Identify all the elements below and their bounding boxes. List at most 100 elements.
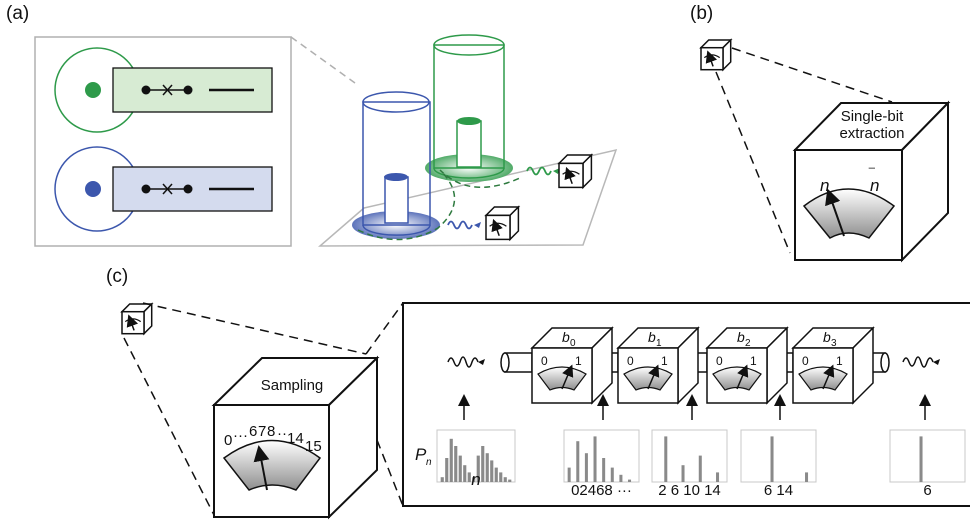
zoom-line-bottom-c bbox=[123, 337, 215, 516]
dial-tick-0: 0 bbox=[224, 432, 232, 449]
sampling-dial-needle bbox=[253, 445, 270, 491]
bit-tick0-1: 0 bbox=[627, 354, 634, 368]
bit-label-2: b bbox=[737, 329, 745, 345]
bit-label-sub-0: 0 bbox=[570, 338, 576, 349]
bit-module-1: b 1 0 1 bbox=[616, 326, 700, 405]
green-junction-symbol bbox=[141, 84, 254, 96]
histogram-0-bar-0 bbox=[440, 477, 444, 482]
meter-title-line1: Single-bit bbox=[841, 108, 904, 125]
bit-label-0: b bbox=[562, 329, 570, 345]
green-readout-signal bbox=[526, 166, 552, 176]
zoom-line-top bbox=[731, 47, 893, 103]
bit-module-2: b 2 0 1 bbox=[705, 326, 789, 405]
histogram-0: n bbox=[436, 429, 516, 489]
bit-tick1-2: 1 bbox=[750, 354, 757, 368]
symbol-n-bar: n bbox=[870, 176, 879, 195]
dial-needle bbox=[825, 188, 845, 237]
histogram-3: 6 14 bbox=[740, 429, 817, 499]
histogram-1-bar-0 bbox=[567, 467, 571, 482]
sampling-title: Sampling bbox=[261, 377, 324, 394]
histogram-1-xlabel: 02468 ··· bbox=[571, 482, 632, 499]
histogram-4-xlabel: 6 bbox=[923, 482, 931, 499]
panel-c-small-meter-icon bbox=[120, 302, 154, 336]
histogram-1-bar-6 bbox=[593, 436, 597, 482]
bit-label-sub-3: 3 bbox=[831, 338, 837, 349]
histogram-0-bar-4 bbox=[458, 455, 462, 482]
histogram-2-bar-10 bbox=[698, 455, 702, 482]
blue-qubit-dot bbox=[85, 181, 101, 197]
photon-number-histograms: n 02468 ··· 2 6 10 14 6 14 6 bbox=[436, 429, 966, 499]
histogram-2-xlabel: 2 6 10 14 bbox=[658, 482, 721, 499]
bit-label-sub-2: 2 bbox=[745, 338, 751, 349]
histogram-2-bar-14 bbox=[716, 472, 720, 482]
bit-extraction-modules: b 00 1b 10 1b 20 1b 30 1 bbox=[530, 326, 875, 405]
bit-dial-face-0 bbox=[537, 366, 587, 391]
histogram-0-bar-10 bbox=[485, 453, 489, 482]
bit-tick1-1: 1 bbox=[661, 354, 668, 368]
bit-dial-face-1 bbox=[623, 366, 673, 391]
bit-needle-1 bbox=[647, 364, 660, 390]
histogram-3-bar-14 bbox=[805, 472, 809, 482]
dial-tick-6: 6 bbox=[249, 423, 257, 440]
blue-junction-symbol bbox=[141, 183, 254, 195]
panel-b-label: (b) bbox=[690, 3, 713, 24]
bit-tick0-0: 0 bbox=[541, 354, 548, 368]
histogram-0-bar-14 bbox=[503, 477, 507, 482]
bit-needle-0 bbox=[561, 364, 574, 390]
single-bit-extraction-meter: Single-bit extraction n n ‾ bbox=[792, 100, 951, 263]
zoom-line-to-pipeline-bottom bbox=[376, 439, 404, 507]
meter-title-line2: extraction bbox=[839, 125, 904, 142]
green-readout-meter-icon bbox=[557, 153, 594, 190]
dial-tick-8: 8 bbox=[267, 423, 275, 440]
flow-arrows bbox=[458, 394, 931, 420]
histogram-0-bar-2 bbox=[449, 438, 453, 482]
bit-label-3: b bbox=[823, 329, 831, 345]
histogram-0-bar-15 bbox=[508, 479, 512, 482]
panel-a-label: (a) bbox=[6, 3, 29, 24]
bit-label-1: b bbox=[648, 329, 656, 345]
histogram-1-bar-2 bbox=[576, 441, 580, 482]
histogram-0-bar-12 bbox=[494, 467, 498, 482]
panel-c-label: (c) bbox=[106, 266, 128, 287]
histogram-ylabel: P bbox=[415, 445, 427, 464]
zoom-line-to-pipeline-top bbox=[365, 302, 404, 355]
histogram-2-bar-2 bbox=[664, 436, 668, 482]
dial-tick-15: 15 bbox=[305, 438, 322, 455]
histogram-3-bar-6 bbox=[770, 436, 774, 482]
sampling-meter: Sampling 0 ··· 6 7 8 ·· 14 15 bbox=[211, 355, 380, 520]
histogram-0-bar-7 bbox=[472, 477, 476, 482]
histogram-1-bar-12 bbox=[619, 474, 623, 482]
histogram-0-bar-3 bbox=[454, 446, 458, 482]
bit-needle-2 bbox=[736, 364, 749, 390]
zoom-dashed-line bbox=[290, 36, 356, 84]
dial-tick-14: 14 bbox=[287, 430, 304, 447]
bit-module-3: b 3 0 1 bbox=[791, 326, 875, 405]
pipeline-box bbox=[402, 302, 970, 507]
output-pulse bbox=[902, 356, 940, 368]
bit-label-sub-1: 1 bbox=[656, 338, 662, 349]
bit-tick1-0: 1 bbox=[575, 354, 582, 368]
blue-readout-meter-icon bbox=[484, 205, 521, 242]
dial-tick-dots1: ··· bbox=[233, 427, 248, 444]
zoom-line-top-c bbox=[142, 302, 367, 355]
histogram-4: 6 bbox=[889, 429, 966, 499]
histogram-0-bar-5 bbox=[463, 465, 467, 482]
coupling-dashed-arc bbox=[357, 169, 521, 241]
dial-tick-7: 7 bbox=[258, 423, 266, 440]
blue-cavity bbox=[352, 91, 440, 239]
panel-b-small-meter-icon bbox=[699, 38, 733, 72]
histogram-2: 2 6 10 14 bbox=[651, 429, 728, 499]
bit-tick0-3: 0 bbox=[802, 354, 809, 368]
panel-a-circuit-schematic bbox=[34, 36, 356, 247]
histogram-2-bar-6 bbox=[681, 465, 685, 482]
bit-dial-face-3 bbox=[798, 366, 848, 391]
bit-dial-face-2 bbox=[712, 366, 762, 391]
histogram-0-bar-1 bbox=[445, 458, 449, 482]
bit-tick0-2: 0 bbox=[716, 354, 723, 368]
histogram-1-bar-10 bbox=[610, 467, 614, 482]
histogram-0-bar-9 bbox=[481, 446, 485, 482]
histogram-1-bar-4 bbox=[584, 453, 588, 482]
histogram-3-xlabel: 6 14 bbox=[764, 482, 793, 499]
blue-readout-signal bbox=[447, 220, 473, 230]
